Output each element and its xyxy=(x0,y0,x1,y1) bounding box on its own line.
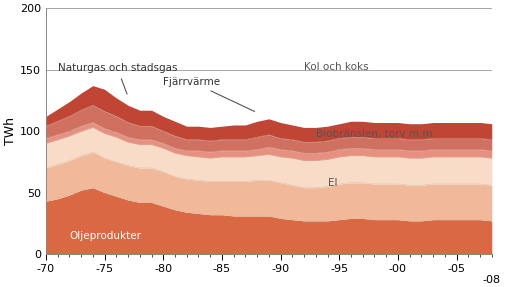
Text: -08: -08 xyxy=(483,275,501,285)
Text: Biobränslen, torv m.m.: Biobränslen, torv m.m. xyxy=(316,129,436,139)
Y-axis label: TWh: TWh xyxy=(4,117,17,145)
Text: Oljeprodukter: Oljeprodukter xyxy=(69,231,141,241)
Text: Fjärrvärme: Fjärrvärme xyxy=(163,77,255,111)
Text: Kol och koks: Kol och koks xyxy=(304,62,369,72)
Text: El: El xyxy=(328,178,337,188)
Text: Naturgas och stadsgas: Naturgas och stadsgas xyxy=(58,63,177,94)
